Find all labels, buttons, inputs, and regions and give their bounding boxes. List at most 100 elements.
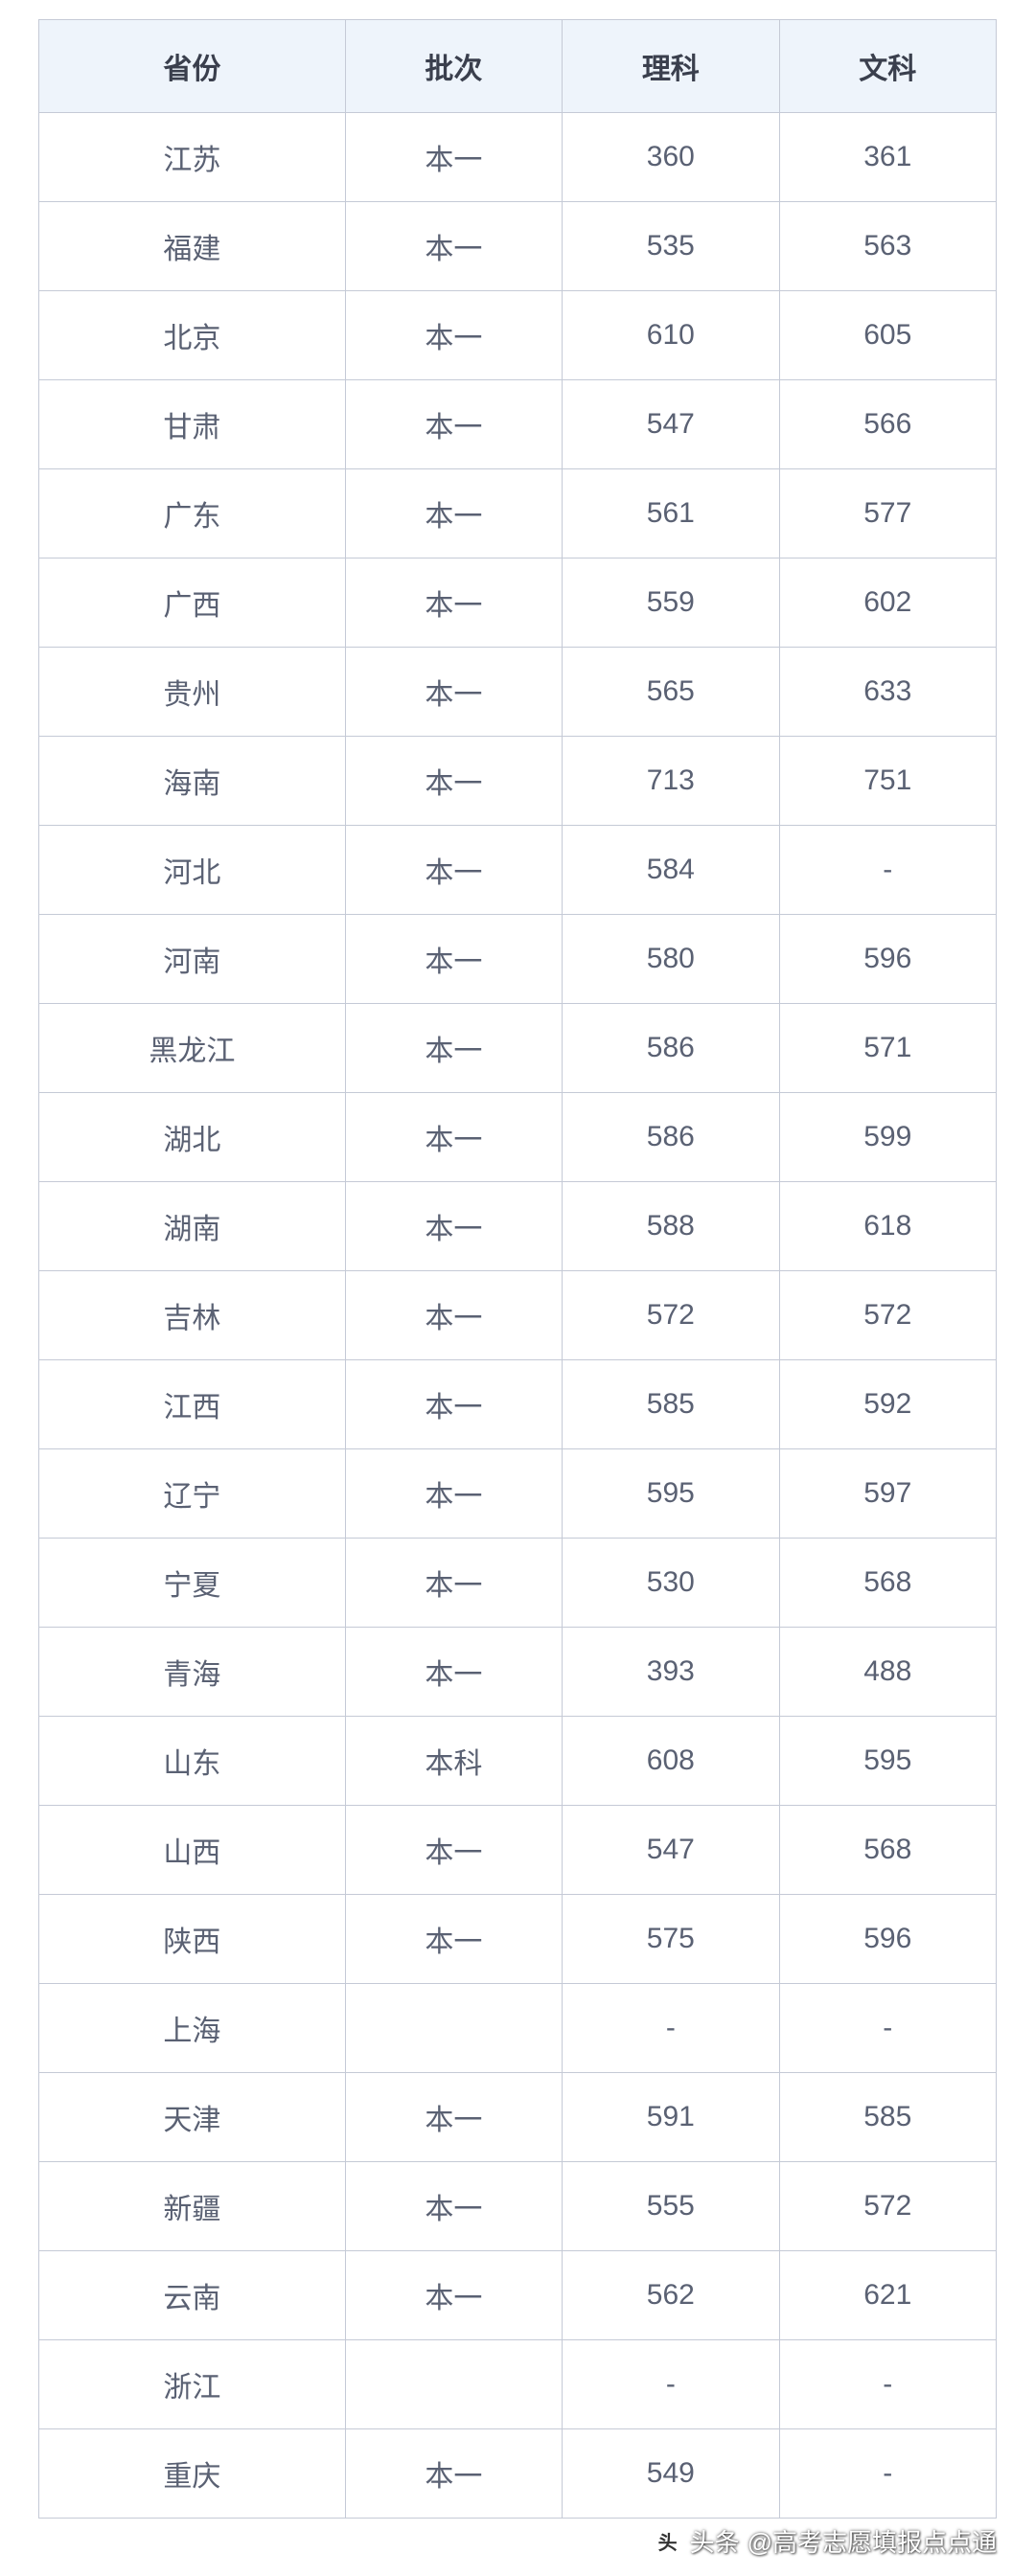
table-cell: 天津 bbox=[39, 2073, 346, 2162]
table-cell: 本一 bbox=[345, 1093, 562, 1182]
table-cell: 本一 bbox=[345, 2073, 562, 2162]
table-cell: 599 bbox=[779, 1093, 996, 1182]
table-cell: 山西 bbox=[39, 1806, 346, 1895]
table-cell: 本一 bbox=[345, 1539, 562, 1628]
table-row: 重庆本一549- bbox=[39, 2429, 997, 2519]
table-cell: 633 bbox=[779, 648, 996, 737]
table-cell: 591 bbox=[563, 2073, 779, 2162]
table-cell: 北京 bbox=[39, 291, 346, 380]
table-cell: 549 bbox=[563, 2429, 779, 2519]
table-cell: - bbox=[563, 2340, 779, 2429]
table-cell: 本一 bbox=[345, 202, 562, 291]
table-cell: 585 bbox=[563, 1360, 779, 1449]
table-cell: 563 bbox=[779, 202, 996, 291]
table-row: 天津本一591585 bbox=[39, 2073, 997, 2162]
table-cell: 547 bbox=[563, 380, 779, 469]
table-cell bbox=[345, 2340, 562, 2429]
table-row: 广西本一559602 bbox=[39, 559, 997, 648]
table-row: 山东本科608595 bbox=[39, 1717, 997, 1806]
table-cell: 本一 bbox=[345, 1360, 562, 1449]
table-cell: 572 bbox=[779, 2162, 996, 2251]
table-row: 吉林本一572572 bbox=[39, 1271, 997, 1360]
watermark-text: @高考志愿填报点点通 bbox=[748, 2523, 997, 2559]
table-row: 江西本一585592 bbox=[39, 1360, 997, 1449]
table-cell: 562 bbox=[563, 2251, 779, 2340]
table-cell: 361 bbox=[779, 113, 996, 202]
table-cell: 本一 bbox=[345, 1895, 562, 1984]
table-cell: 宁夏 bbox=[39, 1539, 346, 1628]
table-cell: 浙江 bbox=[39, 2340, 346, 2429]
table-cell: 山东 bbox=[39, 1717, 346, 1806]
table-cell: 本一 bbox=[345, 1271, 562, 1360]
table-cell: 621 bbox=[779, 2251, 996, 2340]
table-cell: 贵州 bbox=[39, 648, 346, 737]
table-cell: 本一 bbox=[345, 648, 562, 737]
table-cell: 597 bbox=[779, 1449, 996, 1539]
table-cell: 588 bbox=[563, 1182, 779, 1271]
toutiao-icon: 头 bbox=[654, 2527, 682, 2556]
table-cell: 江苏 bbox=[39, 113, 346, 202]
table-cell: 本一 bbox=[345, 559, 562, 648]
table-cell: 608 bbox=[563, 1717, 779, 1806]
table-cell: 565 bbox=[563, 648, 779, 737]
col-arts: 文科 bbox=[779, 20, 996, 113]
table-cell: 713 bbox=[563, 737, 779, 826]
table-cell: 575 bbox=[563, 1895, 779, 1984]
table-cell: 本一 bbox=[345, 826, 562, 915]
table-cell: 555 bbox=[563, 2162, 779, 2251]
table-cell: 561 bbox=[563, 469, 779, 559]
table-row: 湖南本一588618 bbox=[39, 1182, 997, 1271]
table-cell: 本一 bbox=[345, 2251, 562, 2340]
table-cell: 595 bbox=[779, 1717, 996, 1806]
table-cell: 610 bbox=[563, 291, 779, 380]
table-cell: 535 bbox=[563, 202, 779, 291]
table-cell: 本科 bbox=[345, 1717, 562, 1806]
table-cell: - bbox=[779, 1984, 996, 2073]
table-cell: 568 bbox=[779, 1806, 996, 1895]
table-row: 河北本一584- bbox=[39, 826, 997, 915]
table-cell: 572 bbox=[563, 1271, 779, 1360]
table-row: 河南本一580596 bbox=[39, 915, 997, 1004]
watermark: 头 头条 @高考志愿填报点点通 bbox=[654, 2523, 997, 2559]
table-cell: 568 bbox=[779, 1539, 996, 1628]
table-row: 云南本一562621 bbox=[39, 2251, 997, 2340]
table-cell: 重庆 bbox=[39, 2429, 346, 2519]
table-cell: 辽宁 bbox=[39, 1449, 346, 1539]
table-cell: 592 bbox=[779, 1360, 996, 1449]
table-cell: 本一 bbox=[345, 2162, 562, 2251]
table-cell: 新疆 bbox=[39, 2162, 346, 2251]
table-cell: 本一 bbox=[345, 469, 562, 559]
col-batch: 批次 bbox=[345, 20, 562, 113]
table-cell: 本一 bbox=[345, 1806, 562, 1895]
table-row: 甘肃本一547566 bbox=[39, 380, 997, 469]
table-cell: 甘肃 bbox=[39, 380, 346, 469]
table-cell: 本一 bbox=[345, 113, 562, 202]
table-cell: 586 bbox=[563, 1004, 779, 1093]
table-cell: 566 bbox=[779, 380, 996, 469]
table-cell: 本一 bbox=[345, 291, 562, 380]
table-row: 新疆本一555572 bbox=[39, 2162, 997, 2251]
table-row: 福建本一535563 bbox=[39, 202, 997, 291]
table-cell: - bbox=[563, 1984, 779, 2073]
table-row: 上海-- bbox=[39, 1984, 997, 2073]
table-cell: 福建 bbox=[39, 202, 346, 291]
table-cell: 488 bbox=[779, 1628, 996, 1717]
table-cell bbox=[345, 1984, 562, 2073]
table-cell: 本一 bbox=[345, 2429, 562, 2519]
col-province: 省份 bbox=[39, 20, 346, 113]
watermark-prefix: 头条 bbox=[690, 2523, 740, 2559]
table-cell: 572 bbox=[779, 1271, 996, 1360]
table-cell: 605 bbox=[779, 291, 996, 380]
table-cell: 海南 bbox=[39, 737, 346, 826]
table-row: 青海本一393488 bbox=[39, 1628, 997, 1717]
table-row: 北京本一610605 bbox=[39, 291, 997, 380]
table-cell: 751 bbox=[779, 737, 996, 826]
table-cell: 585 bbox=[779, 2073, 996, 2162]
table-row: 宁夏本一530568 bbox=[39, 1539, 997, 1628]
table-cell: 本一 bbox=[345, 1449, 562, 1539]
table-row: 贵州本一565633 bbox=[39, 648, 997, 737]
table-cell: 江西 bbox=[39, 1360, 346, 1449]
col-science: 理科 bbox=[563, 20, 779, 113]
table-cell: 559 bbox=[563, 559, 779, 648]
table-cell: 云南 bbox=[39, 2251, 346, 2340]
